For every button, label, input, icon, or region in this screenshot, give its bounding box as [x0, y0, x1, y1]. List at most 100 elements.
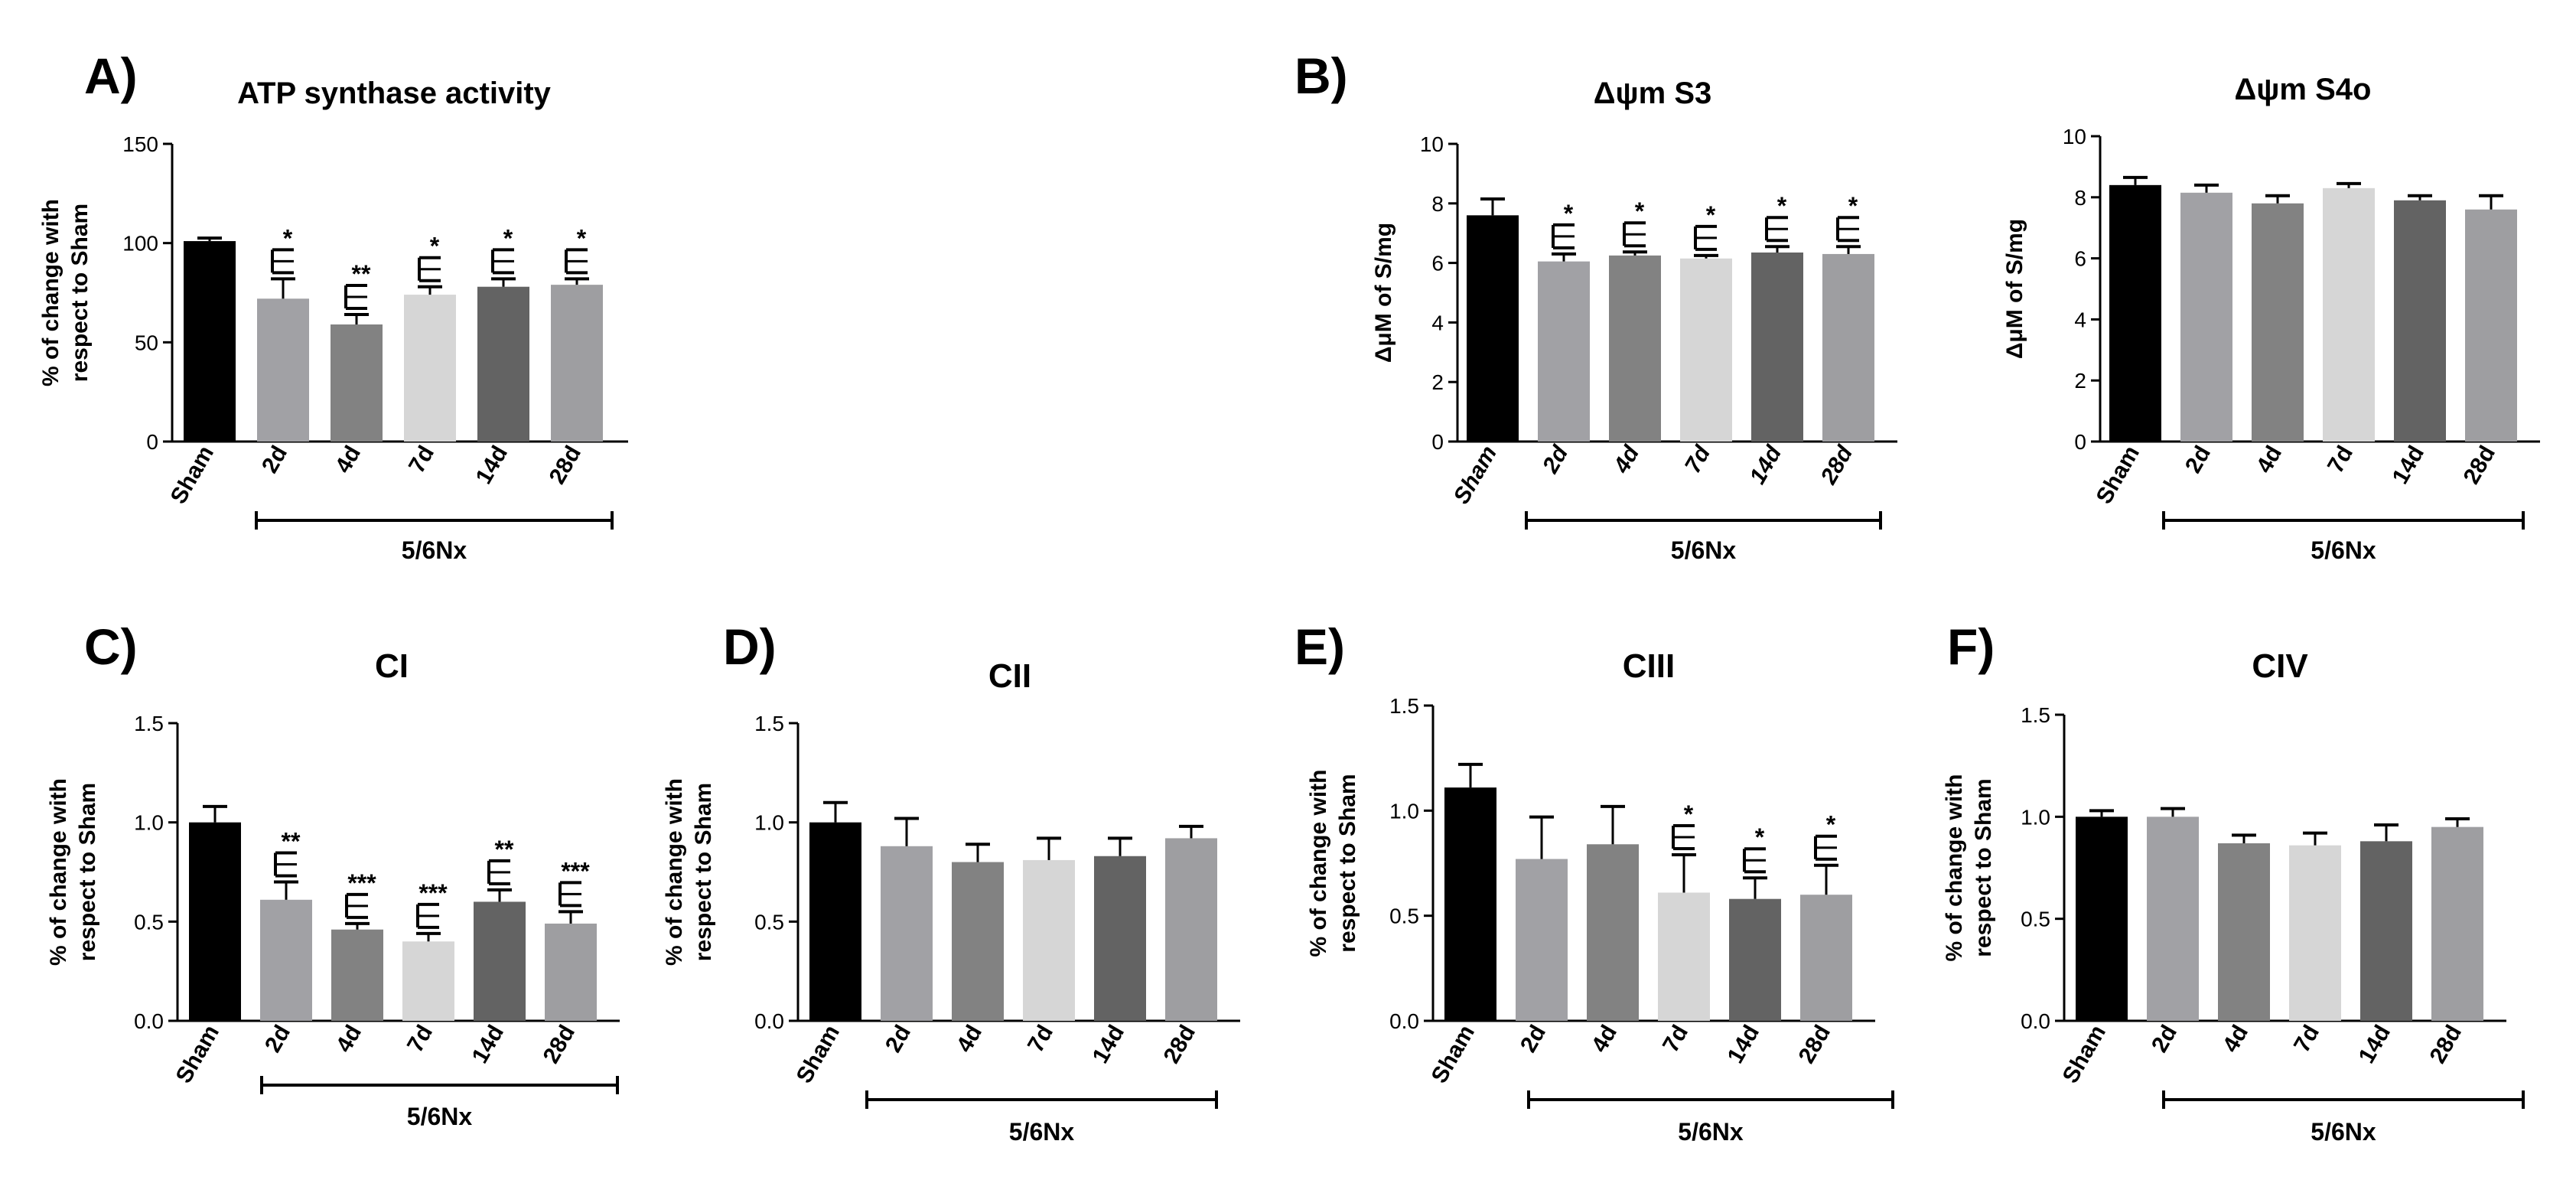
bar-2d	[1538, 261, 1590, 442]
panel-label: D)	[723, 618, 777, 675]
y-tick-label: 0	[146, 430, 158, 454]
y-tick-label: 0.0	[1389, 1009, 1419, 1033]
y-axis-label: respect to Sham	[1335, 774, 1360, 952]
y-tick-label: 2	[1431, 370, 1444, 394]
bar-7d	[404, 295, 456, 442]
x-tick-label: 2d	[2180, 442, 2216, 478]
y-tick-label: 1.5	[2021, 703, 2050, 727]
chart-panel-3: C) CI % of change with respect to Sham 0.0 0.…	[46, 618, 620, 1130]
y-axis-label: ΔμM of S/mg	[1371, 223, 1396, 363]
x-tick-label: 14d	[1745, 441, 1787, 488]
bar-sham	[1467, 215, 1519, 442]
bar-14d	[2360, 841, 2412, 1021]
bar-4d	[952, 862, 1004, 1021]
group-label: 5/6Nx	[407, 1103, 473, 1130]
x-tick-label: Sham	[1449, 442, 1502, 508]
bar-14d	[477, 286, 529, 442]
x-tick-label: Sham	[2058, 1021, 2111, 1087]
bar-2d	[2180, 192, 2232, 442]
bar-14d	[2394, 200, 2446, 442]
chart-panel-0: A) ATP synthase activity % of change with r…	[38, 47, 628, 564]
x-tick-label: 14d	[2388, 442, 2429, 488]
bar-28d	[1822, 253, 1874, 442]
y-tick-label: 10	[2063, 125, 2086, 148]
bar-7d	[1658, 892, 1710, 1021]
significance-label: ***	[418, 879, 448, 907]
bar-28d	[551, 285, 603, 442]
y-axis-label: respect to Sham	[75, 783, 100, 961]
significance-label: ***	[347, 869, 376, 897]
x-tick-label: 7d	[2323, 442, 2358, 478]
chart-title: Δψm S3	[1594, 77, 1712, 110]
significance-label: *	[503, 224, 513, 252]
significance-label: **	[282, 827, 301, 855]
bar-28d	[2465, 209, 2517, 442]
x-tick-label: 7d	[2289, 1021, 2324, 1057]
x-tick-label: 7d	[1680, 441, 1715, 477]
significance-label: *	[1564, 200, 1574, 227]
group-label: 5/6Nx	[1678, 1118, 1744, 1146]
x-tick-label: 7d	[1023, 1021, 1058, 1057]
x-tick-label: 4d	[2252, 442, 2287, 478]
bar-sham	[809, 822, 861, 1021]
x-tick-label: 4d	[1587, 1021, 1622, 1057]
x-tick-label: Sham	[171, 1021, 224, 1087]
chart-title: CII	[988, 657, 1031, 695]
x-tick-label: Sham	[1427, 1021, 1480, 1087]
bar-2d	[1516, 859, 1568, 1021]
y-axis-label: % of change with	[38, 199, 64, 386]
y-tick-label: 4	[2074, 308, 2086, 331]
x-tick-label: 28d	[545, 442, 586, 488]
significance-label: *	[1684, 800, 1694, 828]
y-axis-label: % of change with	[1306, 769, 1331, 957]
y-tick-label: 0.0	[134, 1009, 164, 1033]
y-tick-label: 2	[2074, 369, 2086, 393]
bar-sham	[1444, 787, 1496, 1021]
x-tick-label: 14d	[2354, 1021, 2395, 1068]
y-tick-label: 8	[1431, 192, 1444, 216]
bar-2d	[881, 846, 933, 1021]
y-tick-label: 150	[122, 132, 158, 156]
x-tick-label: 7d	[402, 1021, 438, 1057]
panel-label: B)	[1295, 47, 1348, 104]
bar-7d	[2289, 845, 2341, 1021]
chart-panel-4: D) CII % of change with respect to Sham 0.0 0…	[662, 618, 1240, 1146]
significance-label: *	[1777, 192, 1787, 220]
y-tick-label: 0.0	[2021, 1009, 2050, 1033]
bar-14d	[474, 901, 526, 1021]
x-tick-label: 28d	[539, 1021, 580, 1068]
x-tick-label: 28d	[1794, 1021, 1835, 1068]
significance-label: **	[352, 260, 371, 288]
panel-label: F)	[1947, 618, 1995, 675]
bar-sham	[2076, 817, 2128, 1021]
y-tick-label: 1.0	[1389, 799, 1419, 823]
chart-panel-6: F) CIV % of change with respect to Sham 0.0 0…	[1942, 618, 2525, 1146]
panel-label: E)	[1295, 618, 1345, 675]
x-tick-label: 2d	[260, 1021, 295, 1057]
x-tick-label: 28d	[2425, 1021, 2467, 1068]
bar-7d	[402, 941, 454, 1021]
y-tick-label: 1.0	[754, 811, 784, 835]
x-tick-label: 14d	[1088, 1021, 1129, 1068]
bar-sham	[2109, 184, 2161, 442]
x-tick-label: 7d	[404, 442, 439, 478]
x-tick-label: 2d	[1537, 441, 1573, 478]
x-tick-label: 4d	[1608, 441, 1644, 478]
x-tick-label: Sham	[166, 442, 219, 508]
x-tick-label: 14d	[1723, 1021, 1764, 1068]
bar-4d	[1587, 844, 1639, 1021]
y-axis-label: respect to Sham	[691, 783, 716, 961]
group-label: 5/6Nx	[402, 536, 467, 564]
y-tick-label: 10	[1420, 132, 1444, 156]
x-tick-label: 4d	[2218, 1021, 2253, 1057]
x-tick-label: 28d	[2459, 442, 2500, 488]
bar-4d	[331, 324, 383, 442]
x-tick-label: 2d	[257, 442, 292, 478]
bar-2d	[257, 298, 309, 442]
chart-panel-1: B) Δψm S3 ΔμM of S/mg 0 2 4 6 8 10 Sham * 2d * 4d * 7d *…	[1295, 47, 1897, 564]
y-axis-label: % of change with	[1942, 774, 1967, 961]
y-axis-label: ΔμM of S/mg	[2002, 219, 2027, 359]
x-tick-label: 28d	[1159, 1021, 1200, 1068]
y-tick-label: 0.5	[1389, 905, 1419, 928]
